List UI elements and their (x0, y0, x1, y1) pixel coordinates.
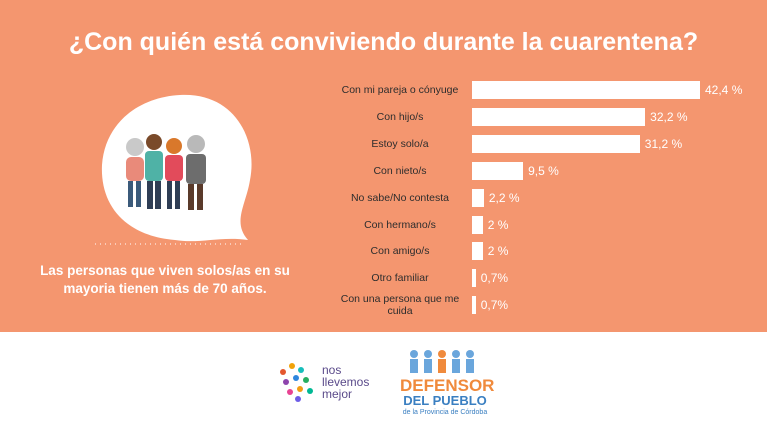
bar (472, 134, 640, 153)
category-label: Con hermano/s (364, 218, 436, 231)
bar (472, 269, 476, 288)
bar (472, 242, 483, 261)
caption-line: Las personas que viven solos/as en su (40, 263, 290, 278)
bar (472, 161, 524, 180)
value-label: 42,4 % (705, 83, 743, 97)
value-label: 31,2 % (644, 136, 683, 151)
bar (472, 81, 700, 99)
value-label: 32,2 % (650, 109, 688, 124)
bar (472, 215, 483, 234)
logo-text: llevemos (322, 375, 370, 389)
bar (472, 296, 476, 315)
category-label: No sabe/No contesta (350, 191, 450, 204)
value-label: 2 % (487, 244, 509, 259)
category-label: Con nieto/s (373, 164, 427, 177)
value-label: 2,2 % (488, 190, 520, 205)
logo-text: DEFENSOR (400, 376, 495, 395)
logo-text: DEL PUEBLO (403, 393, 487, 408)
logo-text: nos (322, 363, 342, 377)
value-label: 9,5 % (528, 163, 559, 178)
category-label: Con mi pareja o cónyuge (341, 84, 459, 96)
caption-line: mayoria tienen más de 70 años. (63, 281, 267, 296)
category-label: Con una persona que me cuida (340, 293, 460, 318)
category-label: Estoy solo/a (371, 137, 429, 150)
chart-title: ¿Con quién está conviviendo durante la c… (68, 28, 699, 56)
value-label: 0,7% (480, 271, 509, 286)
bar (472, 107, 646, 126)
value-label: 2 % (487, 217, 509, 232)
category-label: Con amigo/s (370, 245, 430, 258)
category-label: Con hijo/s (376, 110, 424, 123)
bar (472, 188, 484, 207)
value-label: 0,7% (480, 298, 509, 313)
logo-text: de la Provincia de Córdoba (402, 409, 488, 416)
logo-text: mejor (322, 387, 353, 401)
category-label: Otro familiar (371, 272, 429, 285)
